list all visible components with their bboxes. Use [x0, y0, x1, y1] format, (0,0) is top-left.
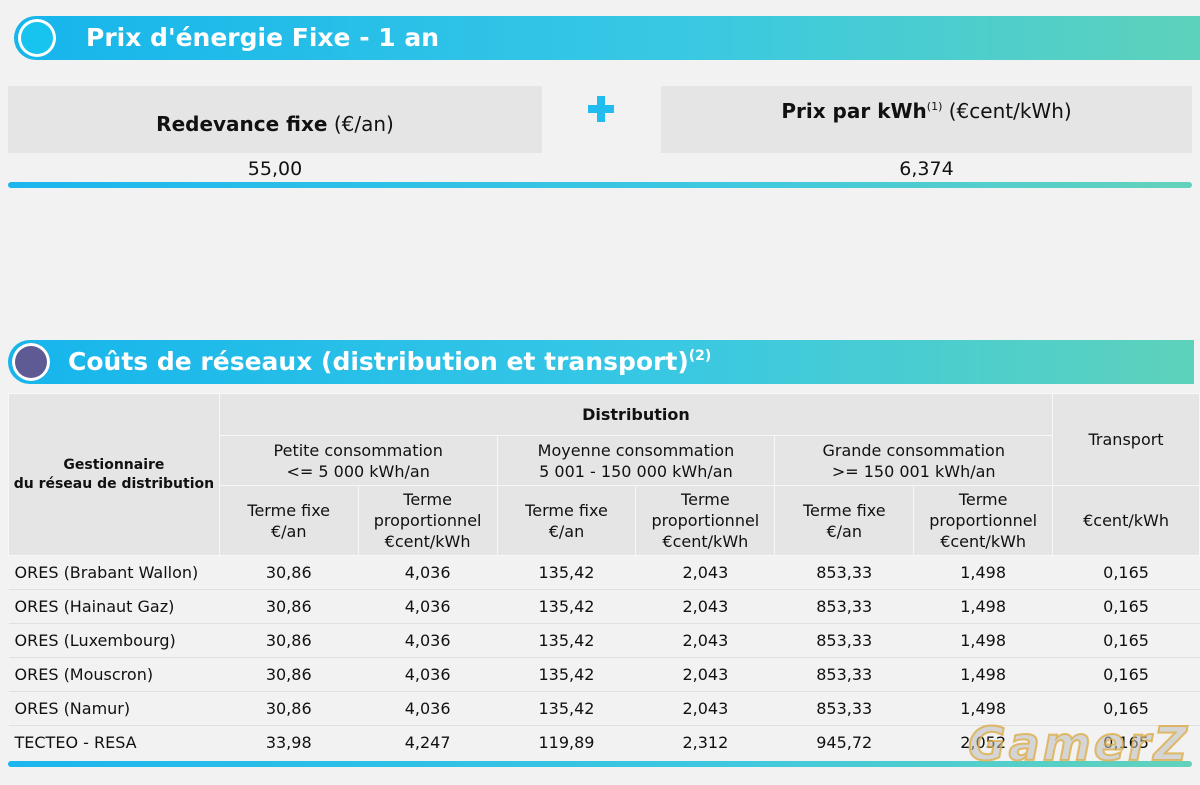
- plus-icon: [588, 96, 614, 122]
- bullet-circle-icon: [18, 19, 56, 57]
- table-row: TECTEO - RESA 33,98 4,247 119,89 2,312 945,72…: [8, 725, 1200, 759]
- network-costs-header: Coûts de réseaux (distribution et transp…: [8, 340, 1194, 384]
- value-cell: 1,498: [913, 589, 1053, 624]
- table-underline: [8, 761, 1192, 767]
- value-cell: 4,247: [358, 725, 498, 759]
- kwh-price-note: (1): [926, 100, 943, 113]
- bullet-circle-icon: [12, 343, 50, 381]
- value-cell: 30,86: [219, 691, 359, 726]
- value-cell: 2,052: [913, 725, 1053, 759]
- dso-name-cell: ORES (Luxembourg): [8, 623, 220, 658]
- sub-header-fixed: Terme fixe €/an: [496, 485, 637, 556]
- value-cell: 2,043: [635, 657, 775, 692]
- value-cell: 853,33: [774, 623, 914, 658]
- kwh-price-box: Prix par kWh(1) (€cent/kWh): [661, 86, 1192, 153]
- value-cell: 1,498: [913, 657, 1053, 692]
- sub-header-proportional: Terme proportionnel €cent/kWh: [357, 485, 498, 556]
- kwh-price-label: Prix par kWh: [781, 99, 927, 123]
- value-cell: 0,165: [1052, 555, 1200, 590]
- sub-header-fixed: Terme fixe €/an: [774, 485, 915, 556]
- sub-header-transport-unit: €cent/kWh: [1052, 485, 1200, 556]
- value-cell: 4,036: [358, 691, 498, 726]
- table-row: ORES (Luxembourg) 30,86 4,036 135,42 2,043 85…: [8, 623, 1200, 658]
- value-cell: 30,86: [219, 623, 359, 658]
- dso-name-cell: TECTEO - RESA: [8, 725, 220, 759]
- section1-underline: [8, 182, 1192, 188]
- group-header-small: Petite consommation <= 5 000 kWh/an: [218, 435, 498, 486]
- value-cell: 2,043: [635, 589, 775, 624]
- table-row: ORES (Brabant Wallon) 30,86 4,036 135,42 2,0…: [8, 555, 1200, 590]
- fixed-fee-label: Redevance fixe: [156, 111, 328, 136]
- value-cell: 4,036: [358, 555, 498, 590]
- value-cell: 4,036: [358, 657, 498, 692]
- value-cell: 853,33: [774, 555, 914, 590]
- distribution-header: Distribution: [218, 393, 1054, 436]
- dso-name-cell: ORES (Namur): [8, 691, 220, 726]
- value-cell: 135,42: [497, 623, 636, 658]
- sub-header-proportional: Terme proportionnel €cent/kWh: [913, 485, 1054, 556]
- value-cell: 853,33: [774, 691, 914, 726]
- fixed-fee-box: Redevance fixe (€/an): [8, 86, 542, 153]
- value-cell: 2,043: [635, 623, 775, 658]
- energy-price-title: Prix d'énergie Fixe - 1 an: [86, 23, 440, 52]
- group-header-large: Grande consommation >= 150 001 kWh/an: [774, 435, 1054, 486]
- value-cell: 119,89: [497, 725, 636, 759]
- value-cell: 33,98: [219, 725, 359, 759]
- value-cell: 0,165: [1052, 691, 1200, 726]
- fixed-fee-unit: (€/an): [333, 111, 394, 136]
- energy-price-header: Prix d'énergie Fixe - 1 an: [14, 16, 1200, 60]
- table-row: ORES (Namur) 30,86 4,036 135,42 2,043 853,33 1…: [8, 691, 1200, 726]
- transport-header: Transport: [1052, 393, 1200, 486]
- sub-header-fixed: Terme fixe €/an: [218, 485, 359, 556]
- table-row: ORES (Mouscron) 30,86 4,036 135,42 2,043 853,…: [8, 657, 1200, 692]
- value-cell: 135,42: [497, 555, 636, 590]
- value-cell: 2,043: [635, 691, 775, 726]
- value-cell: 2,043: [635, 555, 775, 590]
- network-costs-title: Coûts de réseaux (distribution et transp…: [68, 347, 712, 376]
- value-cell: 853,33: [774, 657, 914, 692]
- network-costs-note: (2): [688, 348, 712, 364]
- dso-name-cell: ORES (Mouscron): [8, 657, 220, 692]
- value-cell: 135,42: [497, 657, 636, 692]
- value-cell: 2,312: [635, 725, 775, 759]
- value-cell: 30,86: [219, 555, 359, 590]
- kwh-price-unit: (€cent/kWh): [948, 99, 1072, 123]
- dso-name-cell: ORES (Hainaut Gaz): [8, 589, 220, 624]
- value-cell: 853,33: [774, 589, 914, 624]
- group-header-medium: Moyenne consommation 5 001 - 150 000 kWh/…: [496, 435, 776, 486]
- value-cell: 0,165: [1052, 657, 1200, 692]
- sub-header-proportional: Terme proportionnel €cent/kWh: [635, 485, 776, 556]
- kwh-price-value: 6,374: [899, 158, 954, 180]
- watermark-logo: GamerZ: [967, 716, 1190, 772]
- value-cell: 135,42: [497, 589, 636, 624]
- value-cell: 0,165: [1052, 725, 1200, 759]
- value-cell: 4,036: [358, 623, 498, 658]
- value-cell: 1,498: [913, 623, 1053, 658]
- value-cell: 4,036: [358, 589, 498, 624]
- table-row: ORES (Hainaut Gaz) 30,86 4,036 135,42 2,043 8…: [8, 589, 1200, 624]
- value-cell: 0,165: [1052, 623, 1200, 658]
- dso-name-cell: ORES (Brabant Wallon): [8, 555, 220, 590]
- value-cell: 30,86: [219, 657, 359, 692]
- value-cell: 30,86: [219, 589, 359, 624]
- value-cell: 1,498: [913, 691, 1053, 726]
- value-cell: 1,498: [913, 555, 1053, 590]
- value-cell: 135,42: [497, 691, 636, 726]
- value-cell: 0,165: [1052, 589, 1200, 624]
- dso-header: Gestionnaire du réseau de distribution: [8, 393, 220, 556]
- value-cell: 945,72: [774, 725, 914, 759]
- network-costs-table: Gestionnaire du réseau de distribution Di…: [8, 393, 1200, 759]
- fixed-fee-value: 55,00: [247, 158, 303, 180]
